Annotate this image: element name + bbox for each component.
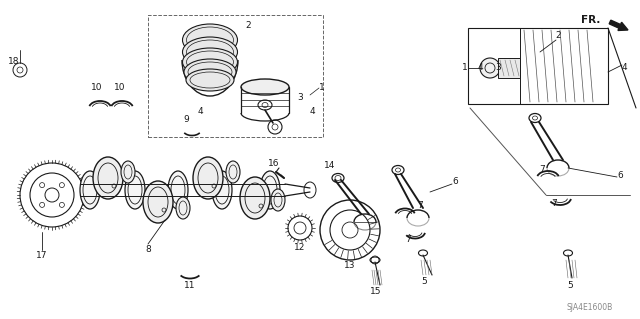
Ellipse shape: [125, 171, 145, 209]
Text: 6: 6: [617, 170, 623, 180]
Text: 6: 6: [452, 177, 458, 187]
Text: SJA4E1600B: SJA4E1600B: [567, 303, 613, 313]
Ellipse shape: [182, 37, 237, 67]
Text: 4: 4: [477, 63, 483, 72]
Text: FR.: FR.: [580, 15, 600, 25]
Ellipse shape: [168, 171, 188, 209]
Text: 10: 10: [115, 84, 125, 93]
Text: 1: 1: [319, 84, 325, 93]
Text: 9: 9: [183, 115, 189, 124]
Text: 2: 2: [245, 21, 251, 31]
Text: 1: 1: [462, 63, 468, 72]
Text: 4: 4: [621, 63, 627, 72]
Ellipse shape: [143, 181, 173, 223]
Bar: [468, 28, 608, 104]
Ellipse shape: [186, 69, 234, 91]
Text: 18: 18: [8, 57, 20, 66]
Ellipse shape: [93, 157, 123, 199]
Text: 7: 7: [539, 166, 545, 174]
Text: 11: 11: [184, 280, 196, 290]
Text: 3: 3: [495, 63, 501, 72]
Text: 5: 5: [567, 280, 573, 290]
Ellipse shape: [80, 171, 100, 209]
Circle shape: [480, 58, 500, 78]
Text: 7: 7: [405, 235, 411, 244]
FancyArrow shape: [609, 20, 628, 30]
Text: 16: 16: [268, 160, 280, 168]
Ellipse shape: [271, 189, 285, 211]
Text: 10: 10: [92, 84, 103, 93]
Ellipse shape: [121, 161, 135, 183]
Text: 4: 4: [197, 108, 203, 116]
Ellipse shape: [182, 24, 237, 56]
Text: 13: 13: [344, 261, 356, 270]
Text: 12: 12: [294, 243, 306, 253]
Text: 7: 7: [551, 199, 557, 209]
Text: 3: 3: [297, 93, 303, 102]
Bar: [148, 15, 323, 137]
Ellipse shape: [182, 48, 237, 76]
Text: 5: 5: [421, 278, 427, 286]
Ellipse shape: [184, 59, 236, 85]
Ellipse shape: [240, 177, 270, 219]
Text: 4: 4: [309, 108, 315, 116]
Text: 14: 14: [324, 160, 336, 169]
Ellipse shape: [260, 171, 280, 209]
Text: 2: 2: [555, 32, 561, 41]
Bar: [498, 58, 520, 78]
Text: 7: 7: [417, 201, 423, 210]
Ellipse shape: [226, 161, 240, 183]
Ellipse shape: [176, 197, 190, 219]
Ellipse shape: [212, 171, 232, 209]
Text: 8: 8: [145, 246, 151, 255]
Text: 15: 15: [371, 287, 381, 296]
Ellipse shape: [193, 157, 223, 199]
Ellipse shape: [241, 79, 289, 95]
Text: 17: 17: [36, 251, 48, 261]
